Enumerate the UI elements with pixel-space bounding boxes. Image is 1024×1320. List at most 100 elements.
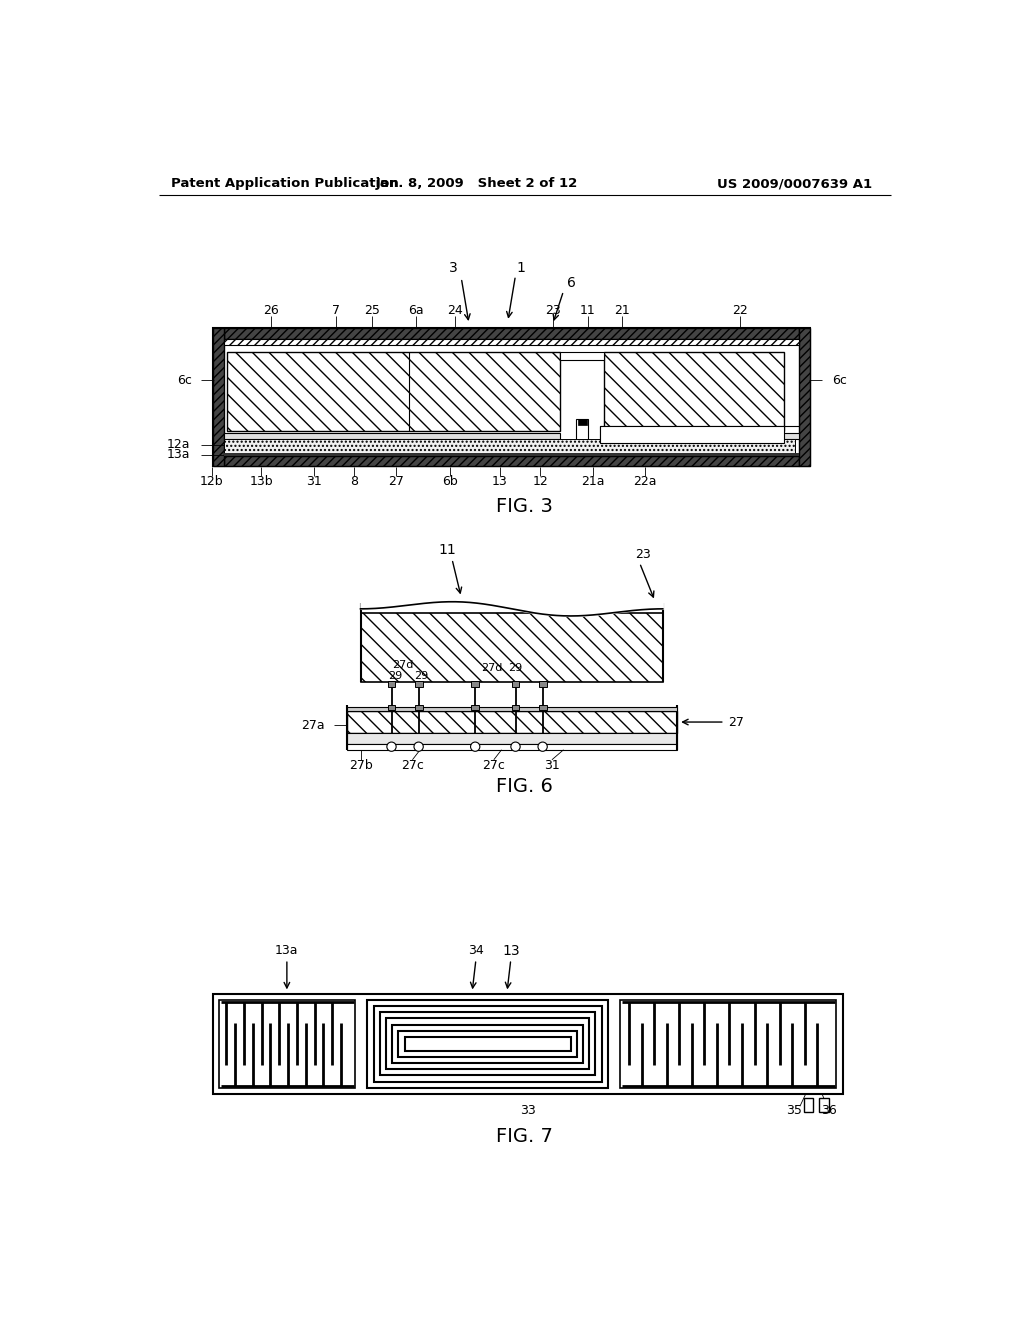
Text: 27d: 27d (392, 660, 414, 671)
Text: 7: 7 (332, 305, 340, 317)
Bar (219, 1001, 355, 1088)
Bar (224, 453, 799, 455)
Text: 6a: 6a (409, 305, 424, 317)
Bar (799, 327, 810, 466)
Bar (621, 1001, 837, 1088)
Bar (388, 681, 395, 686)
Text: 22a: 22a (633, 475, 656, 488)
Bar (224, 339, 799, 345)
Text: 27: 27 (388, 475, 404, 488)
Bar (471, 681, 479, 686)
Text: 13a: 13a (167, 449, 190, 462)
Bar (604, 352, 783, 430)
Bar (415, 705, 423, 710)
Text: 29: 29 (414, 671, 428, 681)
Text: 34: 34 (468, 944, 484, 957)
Text: 13: 13 (493, 475, 508, 488)
Bar (224, 455, 799, 466)
Text: 6b: 6b (441, 475, 458, 488)
Bar (604, 433, 799, 438)
Text: 8: 8 (350, 475, 358, 488)
Text: 26: 26 (263, 305, 280, 317)
Bar (346, 733, 677, 743)
Text: 29: 29 (388, 671, 402, 681)
Bar (600, 426, 784, 444)
Text: 22: 22 (732, 305, 749, 317)
Text: 13b: 13b (250, 475, 273, 488)
Bar (386, 1019, 589, 1069)
Bar (398, 1031, 577, 1057)
Text: 6c: 6c (831, 374, 847, 387)
Bar (560, 352, 604, 360)
Bar (539, 681, 547, 686)
Bar (346, 743, 677, 750)
Text: Jan. 8, 2009   Sheet 2 of 12: Jan. 8, 2009 Sheet 2 of 12 (376, 177, 578, 190)
Text: 24: 24 (447, 305, 463, 317)
Bar (819, 1098, 828, 1111)
Text: FIG. 3: FIG. 3 (497, 496, 553, 516)
Bar (575, 418, 589, 444)
Circle shape (538, 742, 547, 751)
Text: 12b: 12b (200, 475, 223, 488)
Bar (213, 327, 224, 466)
Bar (392, 1024, 583, 1063)
Text: 27a: 27a (301, 718, 325, 731)
Text: 27d: 27d (481, 663, 503, 673)
Text: 29: 29 (508, 663, 522, 673)
Bar (404, 1038, 570, 1051)
Text: Patent Application Publication: Patent Application Publication (171, 177, 398, 190)
Text: 33: 33 (520, 1105, 536, 1118)
Bar (213, 327, 810, 466)
Text: 27: 27 (728, 715, 743, 729)
Bar (224, 433, 560, 438)
Text: FIG. 6: FIG. 6 (497, 777, 553, 796)
Bar (224, 327, 799, 339)
Bar (539, 705, 547, 710)
Text: 6c: 6c (177, 374, 191, 387)
Text: 12: 12 (532, 475, 548, 488)
Bar (415, 681, 423, 686)
Bar (471, 705, 479, 710)
Bar (224, 339, 799, 455)
Text: FIG. 7: FIG. 7 (497, 1127, 553, 1146)
Bar (368, 1001, 607, 1088)
Text: 6: 6 (567, 276, 575, 290)
Circle shape (387, 742, 396, 751)
Text: 23: 23 (545, 305, 560, 317)
Text: 23: 23 (636, 548, 651, 561)
Text: 11: 11 (438, 543, 456, 557)
Bar (804, 1098, 813, 1111)
Circle shape (511, 742, 520, 751)
Bar (380, 1012, 595, 1076)
Text: 3: 3 (450, 261, 458, 275)
Bar (368, 1001, 607, 1088)
Circle shape (471, 742, 480, 751)
Text: 21: 21 (614, 305, 631, 317)
Text: 27c: 27c (482, 759, 505, 772)
Text: 11: 11 (580, 305, 595, 317)
Bar (388, 705, 395, 710)
Text: 12a: 12a (167, 438, 190, 451)
Text: 13: 13 (502, 944, 519, 958)
Text: 25: 25 (365, 305, 380, 317)
Text: 13a: 13a (275, 944, 299, 957)
Text: 27b: 27b (348, 759, 373, 772)
Circle shape (414, 742, 423, 751)
Text: 1: 1 (516, 261, 525, 275)
Bar (374, 1006, 601, 1081)
Text: 31: 31 (544, 759, 560, 772)
Bar (346, 711, 677, 733)
Bar (360, 612, 663, 682)
Text: 27c: 27c (401, 759, 424, 772)
Bar (346, 706, 677, 711)
Text: 36: 36 (820, 1105, 837, 1118)
Bar (578, 418, 587, 425)
Bar (512, 681, 519, 686)
Text: US 2009/0007639 A1: US 2009/0007639 A1 (717, 177, 872, 190)
Bar (224, 438, 796, 453)
Text: 21a: 21a (582, 475, 605, 488)
Bar (227, 352, 560, 430)
Text: 31: 31 (306, 475, 322, 488)
Text: 35: 35 (786, 1105, 803, 1118)
Bar (213, 994, 843, 1094)
